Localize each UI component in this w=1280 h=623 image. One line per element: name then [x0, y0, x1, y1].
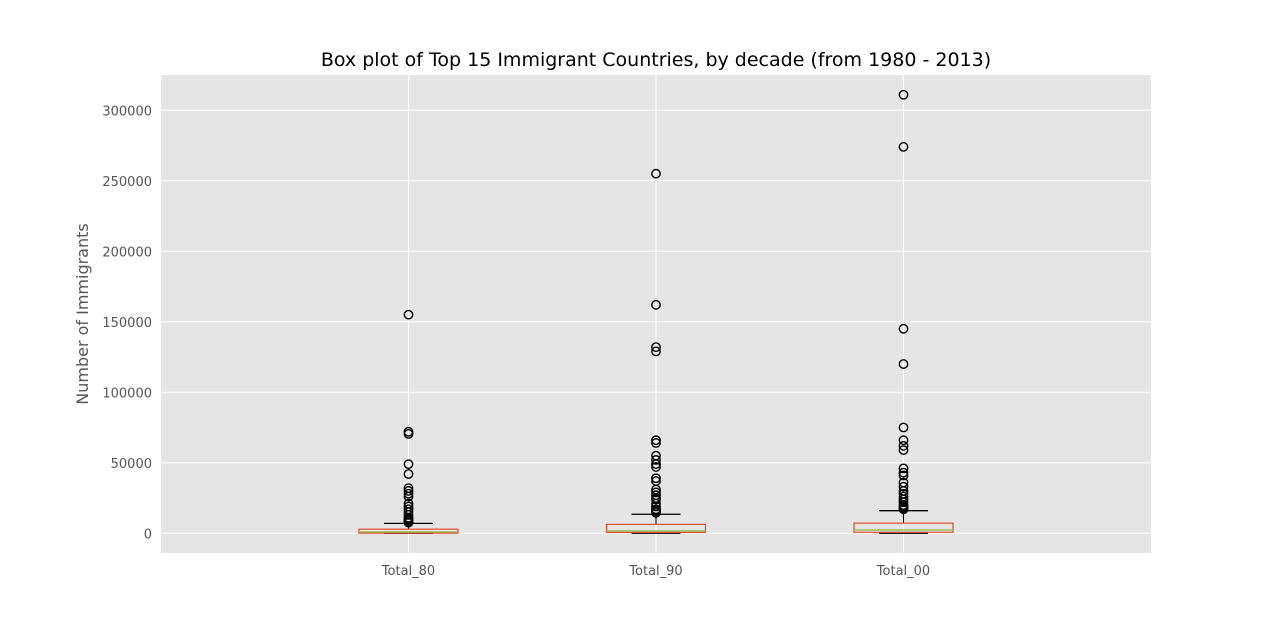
outlier-point [651, 501, 661, 512]
outlier-point [403, 428, 414, 439]
outlier-point [403, 309, 414, 320]
outlier-point [651, 507, 661, 518]
outlier-point [898, 359, 909, 369]
outlier-point [898, 445, 909, 455]
outlier-point [651, 342, 661, 353]
outlier-point [403, 469, 414, 479]
outlier-point [651, 299, 661, 310]
outlier-point [898, 497, 909, 508]
outlier-point [403, 491, 414, 502]
y-tick-label: 150000 [102, 316, 152, 331]
iqr-box [605, 523, 707, 534]
outlier-point [651, 462, 661, 472]
gridlines [161, 75, 1151, 553]
outlier-point [898, 142, 909, 152]
y-tick-label: 250000 [102, 175, 152, 190]
outlier-point [651, 438, 661, 448]
outlier-point [651, 494, 661, 505]
boxes [358, 89, 954, 534]
outlier-point [898, 435, 909, 446]
outlier-point [898, 504, 909, 515]
outlier-point [898, 470, 909, 481]
y-axis-ticks: 0 50000 100000 150000 200000 250000 300000 [102, 104, 152, 542]
outlier-point [403, 517, 414, 528]
y-tick-label: 100000 [102, 386, 152, 401]
box-total-80 [358, 309, 459, 534]
outlier-point [403, 459, 414, 470]
outlier-point [403, 488, 414, 499]
outlier-point [651, 168, 661, 179]
outlier-point [898, 422, 909, 433]
outlier-point [898, 89, 909, 100]
outlier-point [898, 323, 909, 334]
box-total-90 [605, 168, 707, 534]
outlier-point [651, 455, 661, 465]
iqr-box [358, 528, 459, 534]
outlier-point [651, 487, 661, 498]
x-tick-label: Total_80 [381, 564, 435, 579]
y-tick-label: 300000 [102, 104, 152, 119]
outlier-point [651, 435, 661, 446]
outlier-point [898, 481, 909, 492]
outlier-point [651, 346, 661, 357]
x-tick-label: Total_00 [876, 564, 930, 579]
outlier-point [651, 459, 661, 470]
outlier-point [403, 486, 414, 496]
y-tick-label: 200000 [102, 245, 152, 260]
outlier-point [898, 463, 909, 474]
outlier-point [898, 467, 909, 478]
outlier-point [898, 440, 909, 451]
iqr-box [853, 522, 954, 533]
box-total-00 [853, 89, 954, 534]
y-tick-label: 50000 [111, 457, 152, 472]
x-tick-label: Total_90 [628, 564, 682, 579]
y-axis-label: Number of Immigrants [73, 223, 92, 405]
y-tick-label: 0 [144, 527, 152, 542]
x-axis-ticks: Total_80 Total_90 Total_00 [381, 564, 930, 579]
chart-title: Box plot of Top 15 Immigrant Countries, … [321, 49, 991, 71]
outlier-point [651, 473, 661, 484]
